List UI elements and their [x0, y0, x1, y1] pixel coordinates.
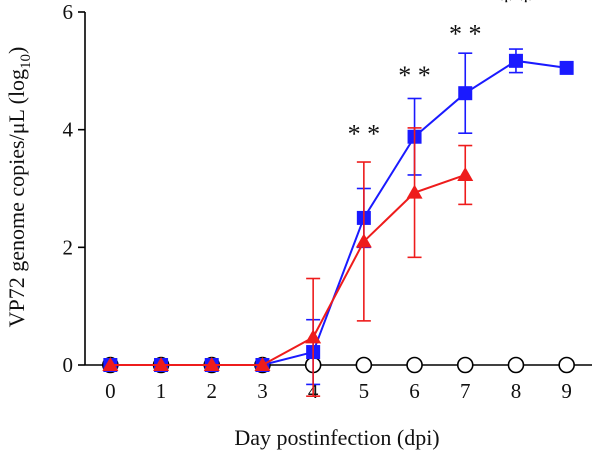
data-point-square: [559, 60, 574, 75]
x-tick-label: 5: [359, 379, 370, 403]
y-tick-label: 4: [63, 118, 74, 142]
data-point-triangle: [102, 357, 119, 371]
significance-marker: * *: [449, 20, 482, 49]
data-point-triangle: [355, 233, 372, 248]
data-point-square: [508, 53, 523, 68]
data-point-triangle: [254, 357, 271, 371]
data-point-triangle: [153, 357, 170, 371]
data-point-square: [458, 86, 473, 101]
x-tick-label: 6: [409, 379, 420, 403]
y-axis-label-subscript: 10: [18, 54, 34, 69]
x-tick-label: 7: [460, 379, 471, 403]
data-point-circle: [507, 356, 525, 374]
data-point-circle: [456, 356, 474, 374]
significance-marker: * *: [500, 0, 533, 16]
significance-marker: * *: [398, 61, 431, 90]
y-axis-label-main: VP72 genome copies/μL (log: [4, 69, 29, 327]
series-line: [110, 59, 567, 366]
data-point-triangle: [457, 166, 474, 181]
y-tick-label: 6: [63, 0, 74, 24]
data-point-triangle: [203, 357, 220, 371]
x-axis-label: Day postinfection (dpi): [234, 425, 439, 450]
significance-marker: * *: [348, 120, 381, 149]
x-tick-label: 1: [156, 379, 167, 403]
data-point-circle: [406, 356, 423, 374]
data-point-circle: [558, 356, 575, 374]
x-tick-label: 9: [561, 379, 572, 403]
x-tick-label: 8: [511, 379, 522, 403]
data-point-circle: [355, 356, 373, 374]
data-point-triangle: [305, 329, 322, 344]
data-point-triangle: [406, 184, 423, 199]
x-tick-label: 0: [105, 379, 116, 403]
series-line: [110, 174, 466, 366]
y-tick-label: 2: [63, 235, 74, 259]
x-tick-label: 2: [207, 379, 218, 403]
y-axis-label: VP72 genome copies/μL (log10): [4, 47, 34, 328]
x-tick-label: 3: [257, 379, 268, 403]
plot-area: 02460123456789* ** ** ** *: [63, 0, 592, 403]
y-axis-label-close: ): [4, 47, 29, 54]
y-tick-label: 0: [63, 353, 74, 377]
